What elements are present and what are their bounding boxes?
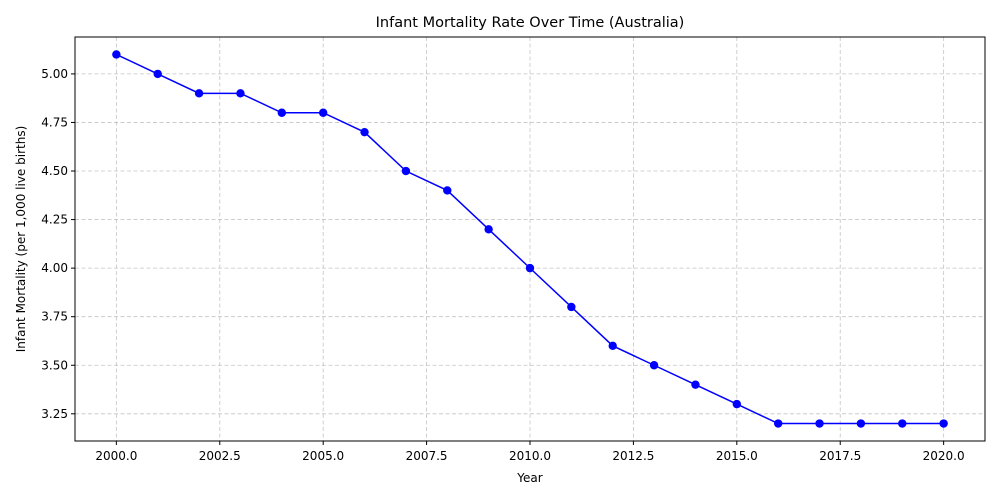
data-point: [360, 127, 369, 137]
y-tick-label: 4.50: [41, 164, 68, 178]
data-point: [484, 225, 493, 234]
data-point: [194, 89, 204, 98]
x-tick-label: 2002.5: [199, 449, 241, 463]
x-tick-label: 2015.0: [716, 449, 758, 463]
x-tick-label: 2012.5: [612, 449, 654, 463]
data-point: [318, 108, 328, 117]
y-tick-label: 4.25: [41, 213, 68, 227]
y-tick-label: 4.75: [41, 115, 68, 129]
data-point: [773, 419, 783, 428]
data-point: [815, 419, 824, 428]
x-tick-label: 2010.0: [509, 449, 551, 463]
data-point: [153, 69, 162, 79]
y-axis: 3.25 3.50 3.75 4.00 4.25 4.50 4.75 5.00: [41, 67, 75, 421]
y-tick-label: 3.25: [41, 407, 68, 421]
data-point: [443, 186, 452, 195]
data-point: [401, 166, 411, 176]
data-point: [898, 419, 907, 428]
data-point: [567, 302, 576, 312]
data-point: [608, 341, 617, 351]
x-tick-label: 2007.5: [406, 449, 448, 463]
data-point: [277, 108, 287, 117]
x-tick-label: 2020.0: [923, 449, 965, 463]
x-axis-label: Year: [516, 471, 542, 485]
y-tick-label: 5.00: [41, 67, 68, 81]
y-tick-label: 4.00: [41, 261, 68, 275]
data-point: [732, 399, 742, 409]
x-axis: 2000.0 2002.5 2005.0 2007.5 2010.0 2012.5 2015…: [95, 441, 965, 463]
data-point: [691, 380, 700, 389]
data-point: [939, 419, 948, 428]
x-tick-label: 2005.0: [302, 449, 344, 463]
y-axis-label: Infant Mortality (per 1,000 live births): [14, 126, 28, 353]
data-point: [649, 361, 659, 370]
chart-title: Infant Mortality Rate Over Time (Austral…: [376, 15, 685, 31]
data-point: [112, 50, 121, 59]
series: [112, 50, 948, 428]
data-point: [236, 89, 245, 98]
gridlines: [75, 37, 985, 441]
data-point: [525, 263, 535, 273]
y-tick-label: 3.75: [41, 310, 68, 324]
x-tick-label: 2000.0: [95, 449, 137, 463]
y-tick-label: 3.50: [41, 358, 68, 372]
x-tick-label: 2017.5: [819, 449, 861, 463]
data-point: [856, 419, 866, 428]
